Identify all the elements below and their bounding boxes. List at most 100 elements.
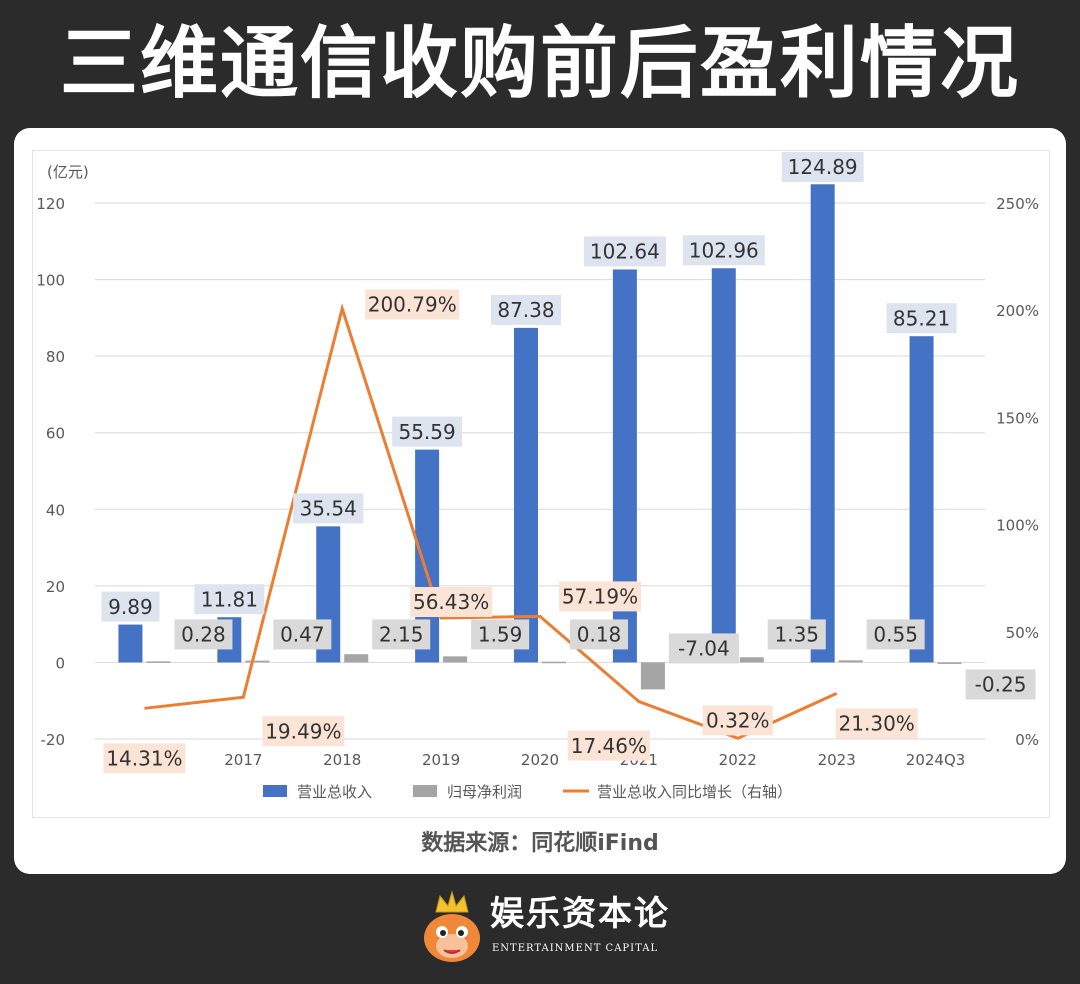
revenue-data-label-bg	[781, 152, 864, 182]
legend-label-revenue: 营业总收入	[297, 783, 372, 801]
revenue-bar	[118, 624, 143, 663]
legend-swatch-revenue	[263, 785, 287, 797]
x-tick-label: 2018	[323, 751, 361, 769]
growth-data-label-bg	[410, 587, 493, 618]
y-left-tick-label: 0	[55, 654, 65, 672]
profit-data-label-bg	[866, 619, 925, 650]
x-tick-label: 2022	[719, 751, 757, 769]
revenue-data-label-bg	[194, 584, 265, 615]
growth-data-label-bg	[835, 708, 918, 739]
growth-data-label-bg	[365, 289, 460, 320]
growth-data-label: 0.32%	[706, 709, 770, 733]
profit-data-label: 0.55	[873, 623, 918, 647]
profit-data-label-bg	[767, 619, 826, 650]
combo-chart: -20 0 20 40 60 80 100 120 (亿元) 0% 50% 100% 150% 200% 2…	[36, 152, 1039, 801]
profit-bar	[443, 656, 468, 663]
data-source-note: 数据来源：同花顺iFind	[421, 831, 659, 856]
revenue-data-label: 85.21	[893, 306, 950, 330]
legend-swatch-profit	[413, 785, 437, 797]
revenue-bar	[909, 336, 934, 663]
y-left-tick-label: -20	[41, 731, 66, 749]
profit-data-label-bg	[174, 619, 233, 650]
revenue-data-label-bg	[101, 591, 160, 622]
mascot-logo-icon	[424, 890, 480, 962]
revenue-data-label-bg	[392, 416, 463, 447]
y-left-tick-label: 40	[46, 501, 65, 519]
profit-data-label-bg	[965, 669, 1036, 700]
profit-bar	[245, 660, 270, 663]
growth-data-label: 56.43%	[413, 590, 489, 614]
profit-bar	[937, 662, 962, 664]
profit-data-label: 1.59	[478, 623, 523, 647]
y-right-tick-label: 50%	[1006, 624, 1039, 642]
brand-english-name: ENTERTAINMENT CAPITAL	[492, 943, 659, 954]
profit-data-label-bg	[273, 619, 332, 650]
revenue-data-label-bg	[293, 493, 364, 524]
profit-data-label: 1.35	[775, 623, 820, 647]
growth-data-label-bg	[262, 716, 345, 747]
y-left-tick-label: 60	[46, 425, 65, 443]
revenue-data-label: 11.81	[201, 587, 258, 611]
growth-data-label-bg	[103, 743, 186, 774]
growth-data-label-bg	[559, 581, 641, 612]
y-left-tick-label: 80	[46, 348, 65, 366]
growth-data-label-bg	[567, 730, 650, 761]
profit-data-label-bg	[668, 633, 739, 664]
x-tick-label: 2019	[422, 751, 460, 769]
growth-data-label: 21.30%	[839, 712, 915, 736]
page-title: 三维通信收购前后盈利情况	[59, 19, 1020, 109]
revenue-data-label: 124.89	[788, 155, 858, 179]
brand-footer: 娱乐资本论 ENTERTAINMENT CAPITAL	[0, 884, 1080, 974]
profit-data-label: 0.47	[280, 623, 325, 647]
growth-data-label: 19.49%	[265, 719, 341, 743]
legend-label-growth: 营业总收入同比增长（右轴）	[597, 783, 792, 801]
profit-bar	[542, 661, 566, 664]
y-left-tick-label: 120	[36, 195, 65, 213]
profit-data-label-bg	[570, 619, 628, 650]
x-tick-label: 2023	[818, 751, 856, 769]
revenue-data-label: 102.64	[590, 240, 660, 264]
profit-data-label: -7.04	[678, 637, 730, 661]
profit-data-label: 0.18	[577, 623, 622, 647]
growth-data-label: 200.79%	[368, 293, 457, 317]
profit-data-label: 2.15	[379, 623, 424, 647]
profit-data-label-bg	[471, 619, 530, 650]
revenue-bar	[810, 184, 835, 663]
profit-data-label: 0.28	[181, 623, 226, 647]
revenue-data-label-bg	[682, 235, 765, 266]
profit-bar	[344, 654, 369, 663]
x-tick-label: 2017	[224, 751, 262, 769]
revenue-data-label: 102.96	[689, 238, 759, 262]
legend-label-profit: 归母净利润	[447, 783, 522, 801]
growth-data-label: 17.46%	[571, 734, 647, 758]
growth-data-label-bg	[702, 705, 773, 736]
x-tick-label: 2024Q3	[906, 751, 966, 769]
brand-name: 娱乐资本论	[490, 894, 670, 934]
revenue-data-label: 35.54	[300, 497, 357, 521]
y-right-tick-label: 100%	[996, 517, 1039, 535]
profit-data-label: -0.25	[975, 673, 1027, 697]
y-right-tick-label: 250%	[996, 195, 1039, 213]
y-left-tick-label: 100	[36, 272, 65, 290]
profit-bar	[739, 657, 764, 663]
revenue-bar	[711, 268, 736, 663]
profit-bar	[640, 662, 665, 690]
revenue-data-label: 9.89	[108, 595, 153, 619]
revenue-data-label-bg	[491, 294, 561, 325]
growth-data-label: 14.31%	[106, 747, 182, 771]
chart-panel: -20 0 20 40 60 80 100 120 (亿元) 0% 50% 100% 150% 200% 2…	[32, 150, 1050, 818]
revenue-bar	[514, 327, 538, 663]
profit-bar	[838, 660, 863, 663]
profit-data-label-bg	[372, 619, 431, 650]
revenue-data-label: 87.38	[497, 298, 554, 322]
y-left-tick-label: 20	[46, 578, 65, 596]
chart-card: -20 0 20 40 60 80 100 120 (亿元) 0% 50% 100% 150% 200% 2…	[14, 128, 1066, 874]
profit-bar	[146, 661, 171, 663]
x-tick-label: 2020	[521, 751, 559, 769]
y-left-unit-label: (亿元)	[47, 163, 89, 181]
y-right-tick-label: 200%	[996, 302, 1039, 320]
revenue-data-label: 55.59	[398, 420, 455, 444]
y-right-tick-label: 0%	[1015, 731, 1039, 749]
growth-data-label: 57.19%	[562, 585, 638, 609]
y-right-tick-label: 150%	[996, 409, 1039, 427]
